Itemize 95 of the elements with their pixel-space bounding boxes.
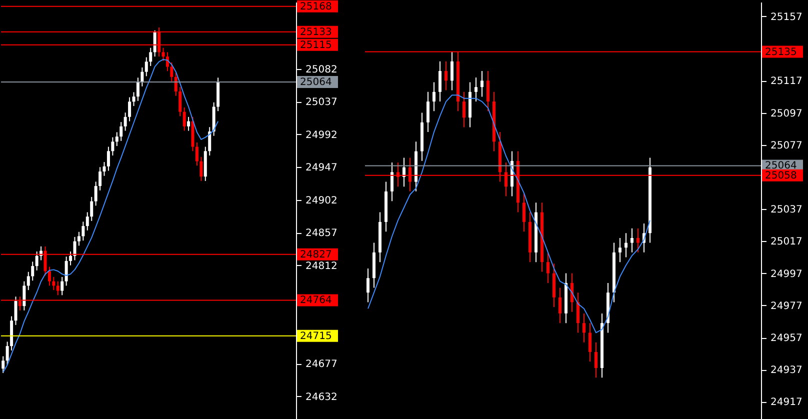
candlestick: [594, 342, 598, 378]
y-tick-label: 25037: [770, 204, 802, 216]
ref-line-label: 25115: [300, 40, 332, 51]
candlestick: [6, 341, 9, 366]
candlestick: [115, 132, 118, 147]
candlestick: [22, 280, 26, 311]
y-tick-label: 24997: [770, 268, 802, 280]
y-tick-label: 24902: [306, 195, 338, 206]
candlestick: [52, 276, 56, 291]
ref-line-label: 25064: [765, 160, 797, 172]
y-tick-label: 24947: [306, 162, 338, 174]
y-tick-label: 24917: [770, 397, 802, 408]
ref-line-label: 24827: [300, 249, 332, 260]
ref-line-label: 25064: [300, 77, 332, 88]
candlestick: [450, 51, 454, 91]
y-tick-label: 25097: [770, 108, 802, 120]
y-tick-label: 25082: [306, 64, 338, 76]
candlestick: [136, 77, 140, 102]
y-tick-label: 25157: [770, 12, 802, 23]
y-tick-label: 25117: [770, 76, 802, 88]
candlestick: [60, 276, 64, 296]
y-tick-label: 25077: [770, 140, 802, 152]
ref-line-label: 25058: [765, 170, 797, 182]
y-tick-label: 24812: [306, 260, 338, 272]
ref-line-label: 25135: [765, 46, 797, 58]
y-tick-label: 25037: [306, 97, 338, 108]
candlestick: [86, 212, 89, 231]
candlestick: [98, 166, 102, 191]
candlestick: [140, 66, 144, 87]
candlestick: [474, 76, 478, 102]
candlestick: [162, 47, 165, 62]
candlestick: [94, 181, 98, 206]
candlestick: [438, 60, 442, 102]
y-tick-label: 24992: [306, 130, 338, 141]
candlestick: [187, 116, 190, 132]
candlestick: [624, 232, 628, 258]
line-series: [368, 94, 650, 334]
candlestick: [26, 271, 30, 291]
candlestick: [170, 62, 174, 82]
candlestick: [366, 268, 370, 303]
candlestick: [426, 91, 430, 133]
candlestick: [174, 72, 178, 96]
candlestick: [73, 236, 76, 261]
candlestick: [480, 70, 484, 98]
candlestick: [486, 70, 490, 112]
candlestick: [182, 106, 186, 132]
candlestick: [64, 256, 68, 286]
candlestick: [208, 126, 212, 156]
candlestick: [106, 146, 110, 172]
candlestick: [2, 356, 5, 374]
candlestick: [546, 252, 550, 284]
candlestick: [90, 196, 94, 222]
candlestick: [149, 47, 152, 67]
candlestick: [69, 251, 72, 266]
ref-line-label: 24715: [300, 330, 332, 342]
candlestick: [14, 296, 18, 326]
candlestick: [630, 228, 634, 253]
candlestick: [111, 136, 114, 156]
y-tick-label: 24677: [306, 359, 338, 370]
candlestick: [102, 162, 106, 176]
candlestick: [77, 231, 80, 246]
candlestick: [120, 122, 123, 142]
candlestick: [582, 312, 586, 343]
candlestick: [124, 112, 127, 132]
candlestick: [56, 280, 60, 296]
candlestick: [444, 60, 448, 91]
y-tick-label: 24632: [306, 392, 338, 403]
candlestick: [82, 221, 85, 242]
ref-line-label: 25168: [300, 1, 332, 12]
candlestick: [432, 82, 436, 112]
candlestick: [576, 292, 580, 334]
candlestick: [144, 56, 148, 77]
candlestick: [35, 251, 38, 271]
ref-line-label: 24764: [300, 295, 332, 306]
candlestick: [132, 92, 136, 107]
y-tick-label: 24937: [770, 365, 802, 376]
candlestick: [200, 156, 203, 182]
candlestick: [31, 261, 34, 282]
candlestick: [390, 162, 394, 202]
candlestick: [195, 142, 198, 166]
candlestick: [48, 266, 51, 286]
candlestick: [178, 86, 182, 117]
candlestick: [153, 30, 156, 58]
candlestick: [462, 91, 466, 128]
y-tick-label: 25017: [770, 236, 802, 248]
candlestick: [558, 287, 562, 324]
candlestick: [618, 237, 622, 263]
candlestick: [128, 96, 132, 122]
y-tick-label: 24957: [770, 333, 802, 344]
ref-line-label: 25133: [300, 26, 332, 38]
candlestick: [588, 322, 592, 362]
y-tick-label: 24857: [306, 228, 338, 240]
y-tick-label: 24977: [770, 300, 802, 312]
candlestick: [636, 228, 640, 253]
candlestick: [522, 192, 526, 232]
